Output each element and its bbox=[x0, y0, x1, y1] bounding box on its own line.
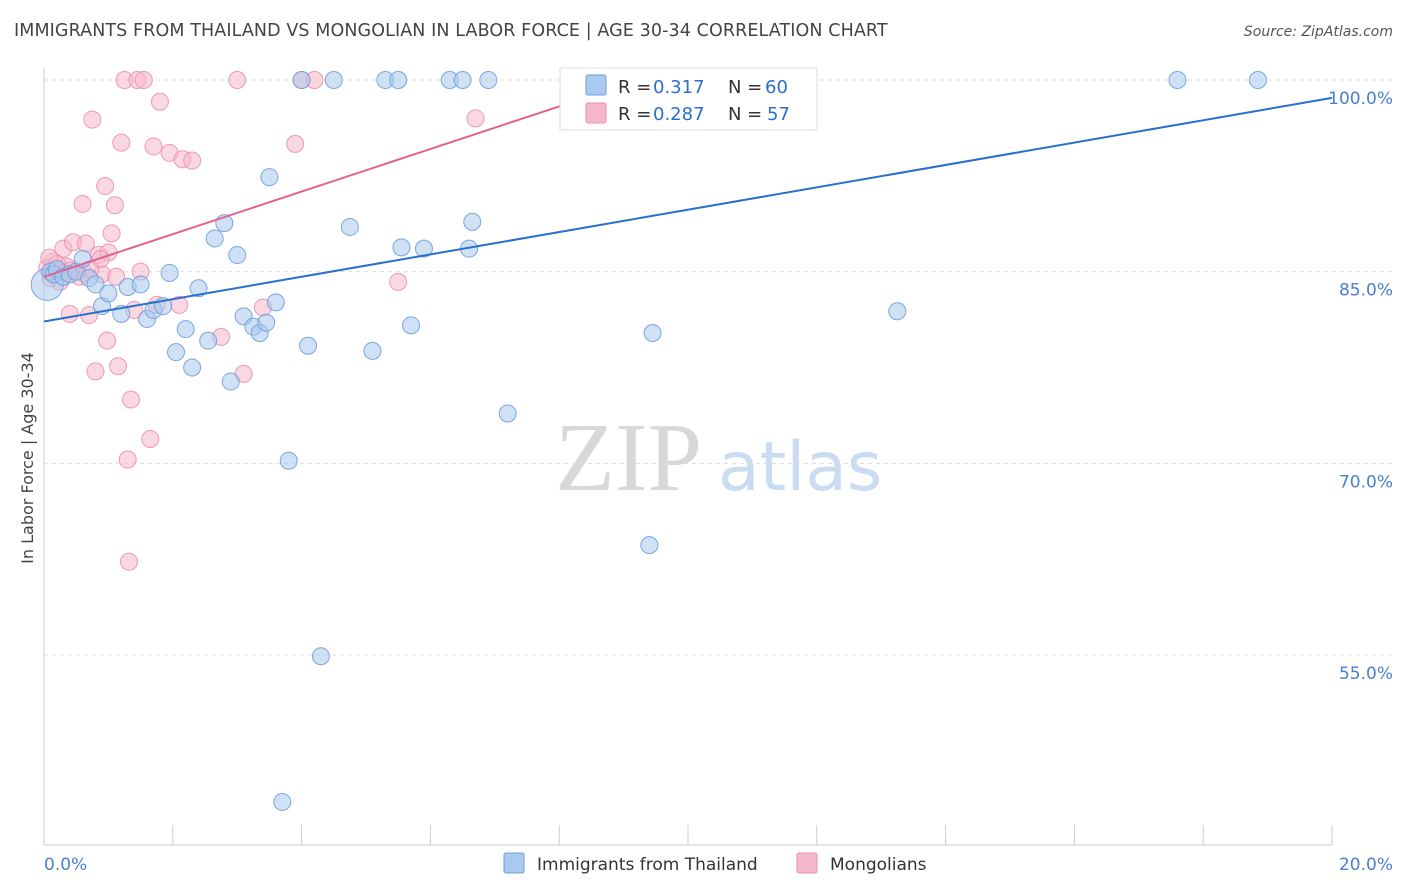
series-legend-swatch-mongolians bbox=[796, 852, 818, 874]
y-tick-label: 70.0% bbox=[1339, 472, 1393, 492]
thailand-point bbox=[414, 239, 433, 258]
series-legend: Immigrants from Thailand Mongolians bbox=[503, 852, 927, 875]
mongolians-point bbox=[102, 224, 121, 243]
stats-n-value-blue: 60 bbox=[765, 77, 788, 98]
mongolians-point bbox=[86, 362, 105, 381]
mongolians-point bbox=[112, 133, 131, 152]
mongolians-point bbox=[73, 194, 92, 213]
watermark-zip: ZIP bbox=[555, 404, 702, 512]
trend-layer bbox=[43, 96, 1333, 323]
thailand-point bbox=[273, 792, 292, 811]
thailand-point bbox=[176, 320, 195, 339]
mongolians-point bbox=[109, 357, 128, 376]
thailand-point bbox=[389, 71, 408, 89]
thailand-point bbox=[888, 302, 907, 321]
mongolians-point bbox=[96, 177, 115, 196]
mongolians-point bbox=[120, 552, 139, 571]
thailand-point bbox=[463, 212, 482, 231]
thailand-point bbox=[402, 316, 421, 335]
thailand-point bbox=[299, 336, 318, 355]
mongolians-point bbox=[105, 196, 124, 215]
thailand-point bbox=[340, 217, 359, 236]
series-legend-label-mongolians: Mongolians bbox=[830, 855, 927, 875]
thailand-point bbox=[279, 451, 298, 470]
mongolians-point bbox=[83, 110, 102, 129]
thailand-point bbox=[86, 275, 105, 294]
mongolians-point bbox=[228, 71, 247, 89]
y-tick-label-layer: 100.0% 85.0% 70.0% 55.0% bbox=[1328, 89, 1393, 684]
thailand-point bbox=[160, 263, 179, 282]
thailand-point bbox=[131, 275, 150, 294]
thailand-point bbox=[292, 71, 311, 89]
y-tick-label: 100.0% bbox=[1328, 89, 1393, 109]
thailand-point bbox=[643, 324, 662, 342]
chart-source: Source: ZipAtlas.com bbox=[1243, 24, 1393, 40]
thailand-point bbox=[311, 647, 330, 666]
mongolians-point bbox=[286, 134, 305, 153]
series-legend-label-thailand: Immigrants from Thailand bbox=[537, 855, 758, 875]
stats-legend-swatch-pink bbox=[585, 102, 607, 124]
watermark-atlas: atlas bbox=[718, 428, 882, 507]
chart-title: IMMIGRANTS FROM THAILAND VS MONGOLIAN IN… bbox=[14, 21, 888, 41]
stats-n-label-pink: N = bbox=[728, 104, 762, 125]
mongolians-point bbox=[150, 92, 169, 111]
thailand-point bbox=[1248, 71, 1267, 89]
thailand-point bbox=[205, 229, 224, 248]
stats-r-value-pink: 0.287 bbox=[653, 104, 705, 125]
thailand-point bbox=[99, 284, 118, 303]
mongolians-trend-line bbox=[43, 103, 566, 278]
mongolians-point bbox=[144, 137, 163, 156]
stats-r-label-blue: R = bbox=[618, 77, 651, 98]
thailand-point bbox=[189, 279, 208, 298]
thailand-point bbox=[221, 372, 240, 391]
mongolians-point bbox=[121, 390, 140, 409]
thailand-point bbox=[363, 341, 382, 360]
thailand-point bbox=[167, 343, 186, 362]
y-axis-title: In Labor Force | Age 30-34 bbox=[18, 352, 37, 564]
thailand-point bbox=[266, 293, 285, 312]
y-tick-label: 85.0% bbox=[1339, 281, 1393, 301]
mongolians-point bbox=[389, 272, 408, 291]
stats-legend-swatch-blue bbox=[585, 74, 607, 96]
thailand-point bbox=[479, 71, 498, 89]
thailand-point bbox=[183, 358, 202, 377]
stats-n-value-pink: 57 bbox=[767, 104, 790, 125]
mongolians-point bbox=[60, 304, 79, 323]
stats-legend: R = 0.317 N = 60 R = 0.287 N = 57 bbox=[559, 67, 818, 131]
thailand-trend-line bbox=[43, 96, 1333, 323]
series-legend-swatch-thailand bbox=[503, 852, 525, 874]
thailand-point bbox=[228, 246, 247, 265]
thailand-point bbox=[199, 331, 218, 350]
thailand-point bbox=[324, 71, 343, 89]
x-tick-label: 0.0% bbox=[44, 855, 87, 875]
x-tick-layer bbox=[172, 825, 1333, 845]
stats-r-value-blue: 0.317 bbox=[653, 77, 705, 98]
thailand-point bbox=[498, 404, 517, 423]
thailand-point bbox=[257, 313, 276, 332]
thailand-point bbox=[260, 168, 279, 187]
mongolians-point bbox=[183, 151, 202, 170]
mongolians-point bbox=[141, 430, 160, 449]
thailand-point bbox=[1168, 71, 1187, 89]
x-tick-label-layer: 0.0% 20.0% bbox=[44, 855, 1393, 875]
stats-n-label-blue: N = bbox=[728, 77, 762, 98]
x-tick-label: 20.0% bbox=[1339, 855, 1393, 875]
mongolians-point bbox=[118, 450, 137, 469]
y-tick-label: 55.0% bbox=[1339, 664, 1393, 684]
thailand-point bbox=[640, 536, 659, 555]
mongolians-point bbox=[134, 71, 153, 89]
thailand-point bbox=[453, 71, 472, 89]
mongolians-point bbox=[98, 331, 117, 350]
stats-r-label-pink: R = bbox=[618, 104, 651, 125]
thailand-point bbox=[392, 238, 411, 257]
mongolians-point bbox=[466, 109, 485, 128]
mongolians-point bbox=[107, 267, 126, 286]
